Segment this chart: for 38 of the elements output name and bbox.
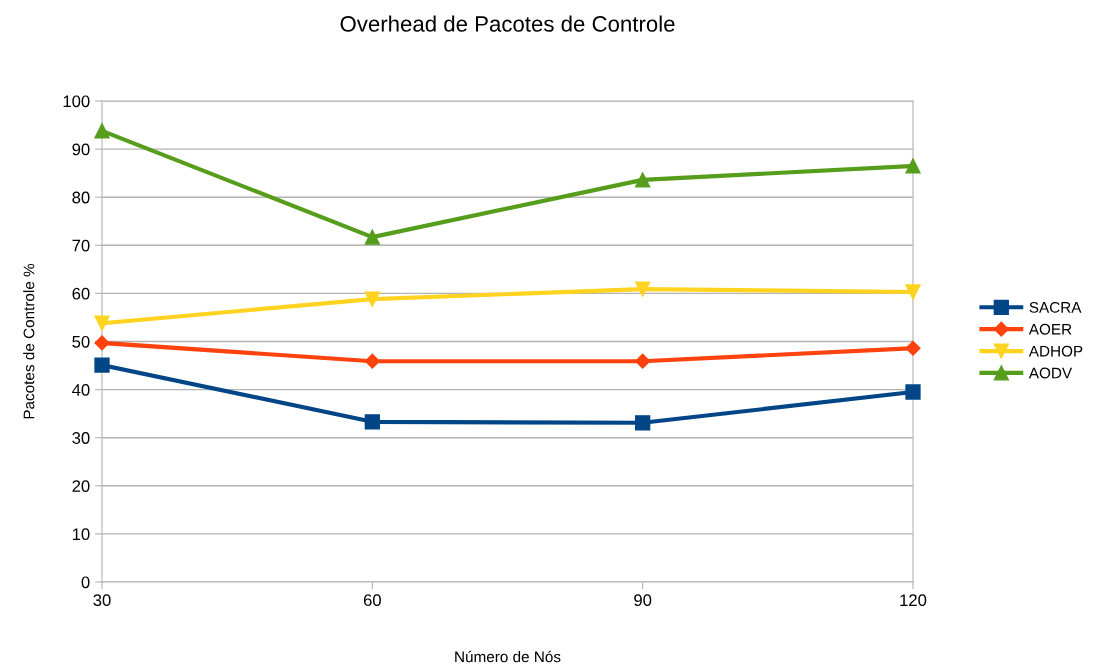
x-tick-label: 30 <box>93 594 111 607</box>
legend-label: AOER <box>1028 323 1072 335</box>
y-tick-label: 20 <box>72 480 90 492</box>
point <box>635 281 651 297</box>
point <box>94 315 110 331</box>
point <box>364 229 380 245</box>
point <box>364 414 380 430</box>
x-axis-title: Número de Nós <box>455 650 561 663</box>
point <box>94 335 110 351</box>
chart-title: Overhead de Pacotes de Controle <box>340 15 675 32</box>
legend-label: AODV <box>1028 367 1073 379</box>
point <box>364 291 380 307</box>
legend-label: ADHOP <box>1028 345 1083 357</box>
y-tick-label: 0 <box>81 576 90 589</box>
point <box>364 353 380 369</box>
point <box>905 284 921 300</box>
legend-label: SACRA <box>1029 301 1082 313</box>
point <box>635 415 651 431</box>
x-tick-label: 120 <box>900 594 927 607</box>
y-tick-label: 50 <box>72 335 90 348</box>
y-tick-label: 80 <box>72 191 90 204</box>
y-tick-label: 40 <box>72 384 90 396</box>
point <box>905 340 921 356</box>
y-tick-label: 70 <box>72 239 90 252</box>
x-tick-label: 90 <box>634 594 652 607</box>
y-tick-label: 10 <box>72 528 90 541</box>
point <box>905 158 921 174</box>
y-axis-title: Pacotes de Controle % <box>23 263 35 419</box>
y-tick-label: 60 <box>72 287 90 300</box>
point <box>635 353 651 369</box>
y-tick-label: 90 <box>72 143 90 156</box>
y-tick-label: 100 <box>63 95 90 108</box>
y-tick-label: 30 <box>72 432 90 444</box>
point <box>905 384 921 400</box>
point <box>635 172 651 188</box>
x-tick-label: 60 <box>363 594 381 607</box>
point <box>94 357 110 373</box>
point <box>94 123 110 139</box>
